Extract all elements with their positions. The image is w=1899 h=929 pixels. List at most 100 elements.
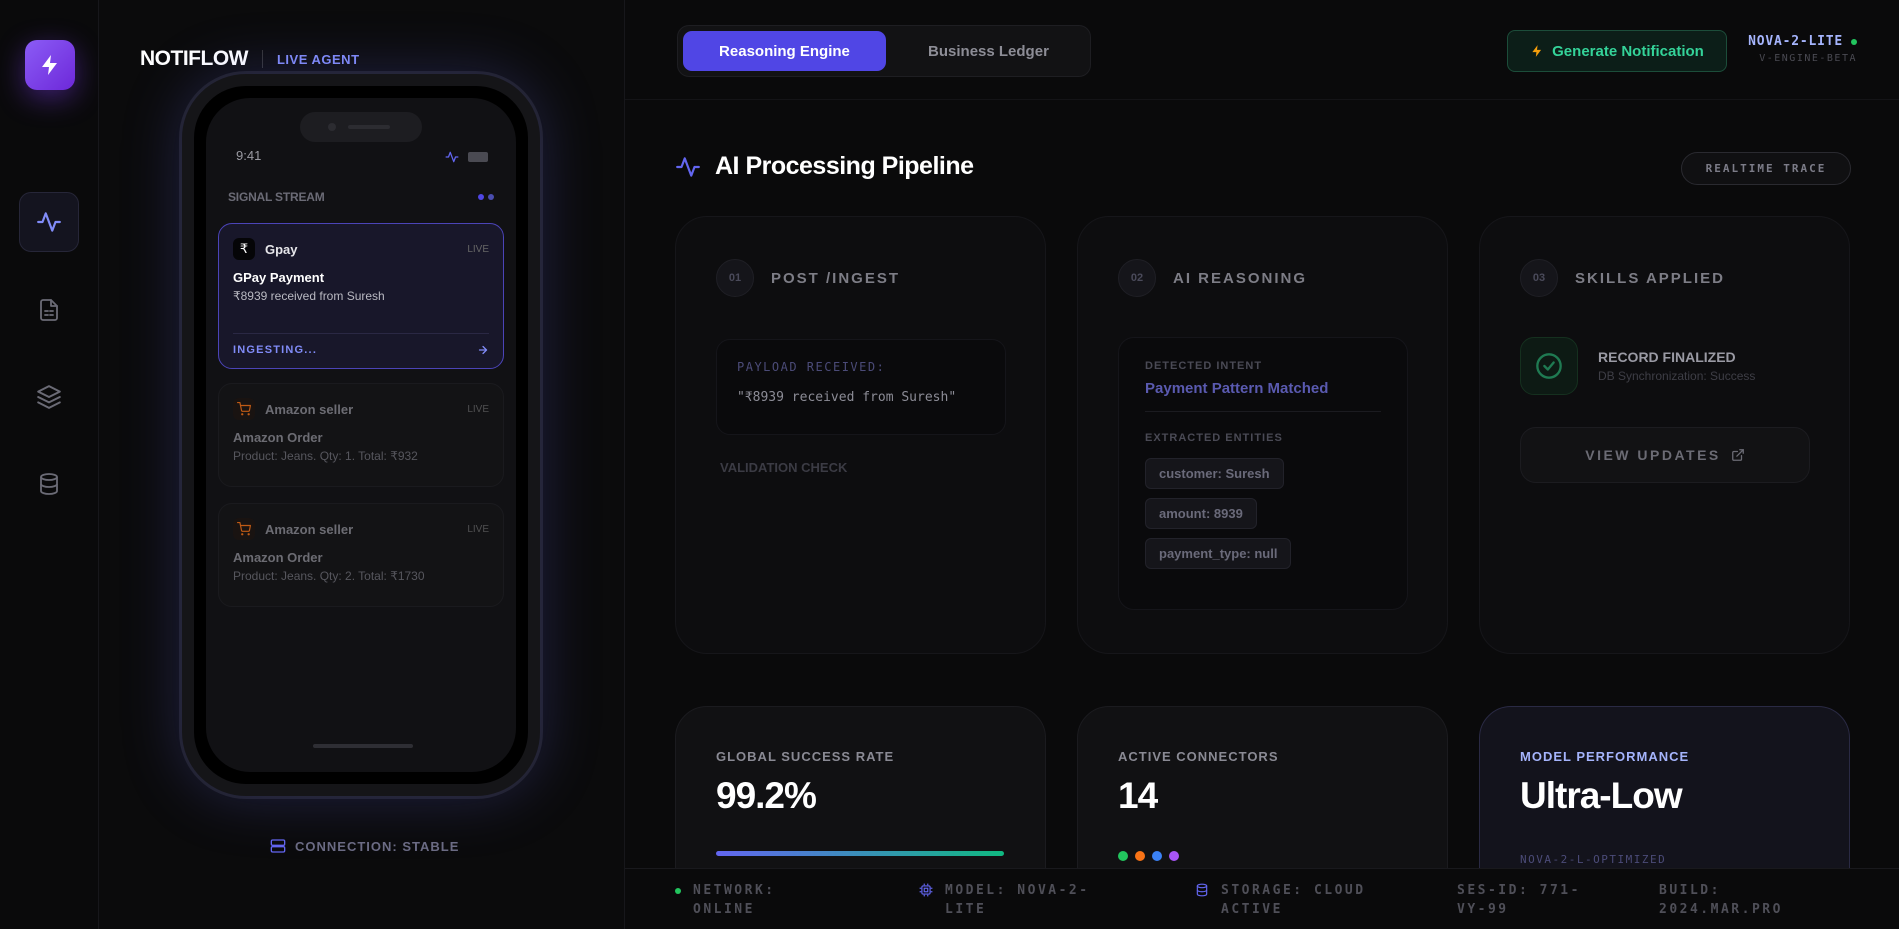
top-header: Reasoning Engine Business Ledger Generat…	[625, 0, 1899, 100]
nav-database[interactable]	[19, 454, 79, 514]
metric-subtext: NOVA-2-L-OPTIMIZED	[1520, 853, 1667, 866]
connector-dot	[1152, 851, 1162, 861]
model-name: NOVA-2-LITE	[1748, 34, 1843, 49]
notification-body: ₹8939 received from Suresh	[233, 289, 385, 303]
connection-label: CONNECTION: STABLE	[295, 838, 460, 854]
tab-business-ledger[interactable]: Business Ledger	[928, 42, 1049, 60]
connector-dot	[1118, 851, 1128, 861]
chip-icon	[919, 883, 933, 897]
payload-value: "₹8939 received from Suresh"	[737, 390, 957, 405]
metric-value: Ultra-Low	[1520, 775, 1683, 816]
view-switcher: Reasoning Engine Business Ledger	[677, 25, 1091, 77]
database-icon	[1196, 883, 1208, 897]
online-dot	[1851, 38, 1857, 45]
notification-live-tag: LIVE	[467, 403, 489, 415]
connector-dot	[1169, 851, 1179, 861]
status-footer: NETWORK: ONLINE MODEL: NOVA-2-LITE STORA…	[625, 868, 1899, 929]
home-indicator	[313, 744, 413, 748]
metric-label: ACTIVE CONNECTORS	[1118, 749, 1279, 764]
footer-network: NETWORK: ONLINE	[675, 881, 823, 919]
nav-document[interactable]	[19, 280, 79, 340]
entity-chip: amount: 8939	[1145, 498, 1257, 529]
notification-app: Amazon seller	[265, 401, 354, 417]
app-logo[interactable]	[25, 40, 75, 90]
phone-screen: 9:41 SIGNAL STREAM ₹ Gpay LIVE GPay Paym…	[206, 98, 516, 772]
phone-panel: NOTIFLOW LIVE AGENT 9:41 SIGNAL STREAM ₹…	[99, 0, 625, 929]
record-title: RECORD FINALIZED	[1598, 349, 1736, 365]
footer-model: MODEL: NOVA-2-LITE	[919, 881, 1095, 919]
stage-number: 02	[1118, 259, 1156, 297]
activity-icon	[37, 212, 61, 232]
server-icon	[270, 839, 286, 853]
check-circle-icon	[1520, 337, 1578, 395]
notification-live-tag: LIVE	[467, 243, 489, 255]
notification-live-tag: LIVE	[467, 523, 489, 535]
signal-icon	[445, 151, 459, 163]
notification-card-amazon-2[interactable]: Amazon seller LIVE Amazon Order Product:…	[218, 503, 504, 607]
model-indicator: NOVA-2-LITE V-ENGINE-BETA	[1748, 34, 1857, 64]
notification-body: Product: Jeans. Qty: 2. Total: ₹1730	[233, 569, 425, 583]
validation-check: VALIDATION CHECK	[720, 460, 848, 475]
bolt-icon	[42, 55, 57, 75]
document-icon	[40, 299, 58, 321]
external-link-icon	[1731, 449, 1744, 461]
entity-chip: payment_type: null	[1145, 538, 1292, 569]
brand-divider	[261, 50, 263, 68]
footer-session: SES-ID: 771-VY-99	[1457, 883, 1581, 917]
online-dot	[675, 888, 681, 894]
battery-icon	[468, 152, 488, 162]
stage-skills: 03 SKILLS APPLIED RECORD FINALIZED DB Sy…	[1479, 216, 1850, 654]
pipeline-title: AI Processing Pipeline	[675, 152, 974, 181]
activity-icon	[676, 156, 700, 177]
nav-rail	[0, 0, 99, 929]
intent-key: DETECTED INTENT	[1145, 360, 1263, 372]
generate-notification-button[interactable]: Generate Notification	[1507, 30, 1727, 72]
live-agent-badge: LIVE AGENT	[276, 51, 360, 67]
view-updates-button[interactable]: VIEW UPDATES	[1520, 427, 1810, 483]
phone-time: 9:41	[236, 148, 262, 163]
reasoning-box: DETECTED INTENT Payment Pattern Matched …	[1118, 337, 1408, 610]
view-updates-label: VIEW UPDATES	[1585, 447, 1721, 463]
model-engine: V-ENGINE-BETA	[1759, 53, 1857, 64]
nav-layers[interactable]	[19, 367, 79, 427]
generate-label: Generate Notification	[1552, 42, 1704, 60]
signal-stream-title: SIGNAL STREAM	[228, 190, 325, 204]
stage-ai-reasoning: 02 AI REASONING DETECTED INTENT Payment …	[1077, 216, 1448, 654]
nav-activity[interactable]	[19, 192, 79, 252]
realtime-trace-button[interactable]: REALTIME TRACE	[1681, 152, 1851, 185]
phone-status-icons	[444, 150, 488, 164]
connector-dot	[1135, 851, 1145, 861]
connector-dots	[1118, 851, 1179, 861]
notification-card-gpay[interactable]: ₹ Gpay LIVE GPay Payment ₹8939 received …	[218, 223, 504, 369]
rupee-icon: ₹	[233, 238, 255, 260]
stage-ingest: 01 POST /INGEST PAYLOAD RECEIVED: "₹8939…	[675, 216, 1046, 654]
record-finalized: RECORD FINALIZED DB Synchronization: Suc…	[1520, 337, 1755, 395]
bolt-icon	[1532, 45, 1542, 57]
tab-reasoning-engine[interactable]: Reasoning Engine	[683, 31, 886, 71]
arrow-right-icon	[478, 345, 488, 355]
notification-title: Amazon Order	[233, 430, 323, 445]
connection-status: CONNECTION: STABLE	[270, 838, 459, 854]
entities-key: EXTRACTED ENTITIES	[1145, 432, 1283, 444]
footer-storage: STORAGE: CLOUD ACTIVE	[1195, 881, 1381, 919]
entity-chip: customer: Suresh	[1145, 458, 1284, 489]
layers-icon	[37, 385, 61, 409]
cart-icon	[233, 518, 255, 540]
notification-app: Amazon seller	[265, 521, 354, 537]
intent-value: Payment Pattern Matched	[1145, 380, 1329, 397]
stream-indicator	[478, 194, 494, 200]
notification-title: Amazon Order	[233, 550, 323, 565]
database-icon	[40, 473, 58, 495]
notification-status-row: INGESTING...	[233, 333, 489, 356]
stage-label: POST /INGEST	[771, 269, 901, 287]
record-subtitle: DB Synchronization: Success	[1598, 369, 1756, 383]
pipeline-title-text: AI Processing Pipeline	[715, 152, 974, 180]
notification-card-amazon-1[interactable]: Amazon seller LIVE Amazon Order Product:…	[218, 383, 504, 487]
stage-label: SKILLS APPLIED	[1575, 269, 1725, 287]
notification-title: GPay Payment	[233, 270, 325, 285]
ingesting-status: INGESTING...	[233, 344, 318, 356]
stage-number: 01	[716, 259, 754, 297]
notification-app: Gpay	[265, 241, 298, 257]
cart-icon	[233, 398, 255, 420]
metric-value: 14	[1118, 775, 1158, 816]
